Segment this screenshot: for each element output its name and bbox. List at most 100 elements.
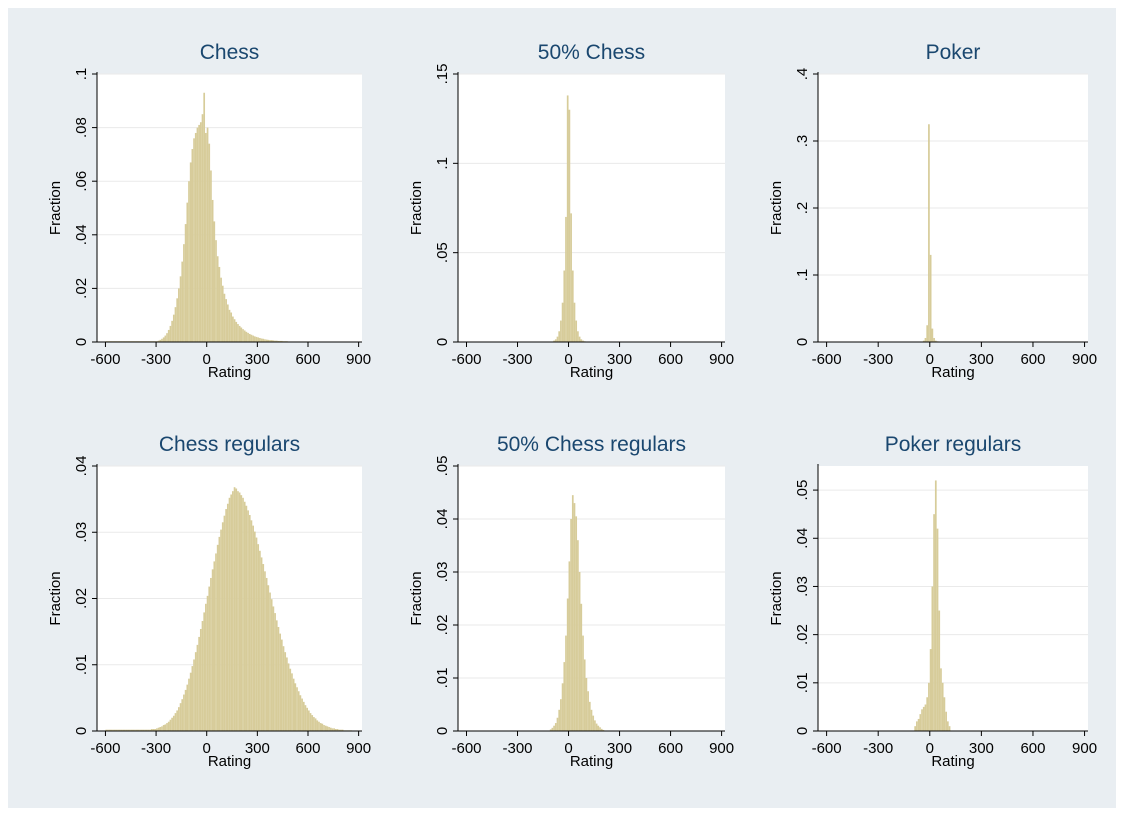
bar	[243, 330, 246, 342]
bar	[240, 327, 243, 342]
bar	[255, 537, 258, 731]
y-tick-label: .01	[73, 654, 90, 675]
bar	[292, 678, 295, 731]
x-tick-label: 900	[709, 351, 734, 368]
bar	[142, 729, 145, 731]
bar	[178, 707, 180, 731]
bar	[145, 729, 148, 731]
bar	[922, 706, 925, 731]
y-tick-label: .06	[73, 171, 90, 192]
bar	[253, 531, 256, 731]
bar	[226, 503, 229, 731]
bar	[269, 340, 271, 342]
bar	[926, 325, 929, 342]
bar	[194, 132, 197, 342]
bar	[296, 687, 298, 731]
bar	[188, 181, 190, 342]
bar	[577, 540, 579, 731]
bar	[558, 331, 561, 342]
x-tick-label: -300	[141, 351, 171, 368]
bar	[164, 724, 167, 732]
bar	[238, 325, 241, 342]
bar	[580, 339, 583, 342]
bar	[291, 673, 293, 731]
bar	[196, 644, 199, 732]
bar	[573, 503, 576, 731]
bar	[172, 715, 175, 731]
bar	[265, 339, 268, 342]
bar	[132, 729, 135, 731]
bar	[275, 620, 278, 731]
bar	[134, 729, 136, 731]
bar	[226, 304, 229, 342]
bar	[171, 320, 173, 342]
x-axis-title: Rating	[931, 364, 974, 381]
bar	[945, 711, 947, 731]
bar	[203, 612, 206, 731]
panel-title: Chess	[200, 41, 260, 64]
bar	[326, 726, 329, 731]
bar	[575, 516, 578, 731]
x-axis-title: Rating	[931, 753, 974, 770]
bar	[922, 340, 925, 342]
bar	[282, 646, 285, 731]
bar	[245, 331, 248, 342]
y-tick-label: .05	[434, 456, 451, 477]
bar	[916, 721, 918, 731]
bar	[179, 276, 182, 342]
y-tick-label: .04	[73, 224, 90, 245]
bar	[554, 339, 557, 342]
bar	[948, 726, 951, 731]
bar	[247, 332, 249, 342]
bar	[201, 114, 204, 342]
bar	[135, 729, 138, 731]
bar	[225, 299, 227, 342]
bar	[914, 726, 917, 731]
y-tick-label: .03	[794, 576, 811, 597]
bar	[302, 701, 305, 731]
bar	[260, 557, 263, 731]
bar	[130, 729, 133, 731]
bar	[575, 320, 578, 342]
bar	[333, 728, 335, 731]
bar	[563, 662, 566, 731]
y-tick-label: .03	[434, 562, 451, 583]
bar	[193, 138, 195, 342]
bar	[174, 713, 177, 731]
bar	[125, 729, 128, 731]
y-tick-label: 0	[73, 727, 90, 735]
x-tick-label: -600	[90, 740, 120, 757]
panel-title: 50% Chess	[538, 41, 645, 64]
bar	[577, 331, 579, 342]
bar	[580, 603, 583, 731]
bar	[279, 340, 281, 342]
chart-panel-3: 0 .1 .2 .3 .4 -600 -300 0 300 600 900 Rating Fractio…	[768, 41, 1097, 381]
bar	[259, 337, 261, 342]
bar	[334, 729, 337, 731]
bar	[230, 494, 233, 731]
bar	[558, 709, 561, 731]
bar	[223, 293, 226, 342]
chart-panel-2: 0 .05 .1 .15 -600 -300 0 300 600 900 Rating Fractio…	[408, 41, 734, 381]
bar	[568, 561, 571, 731]
chart-panel-6: 0 .01 .02 .03 .04 .05 -600 -300 0 300 600 900 Rating…	[768, 433, 1097, 770]
bar	[264, 339, 266, 342]
bars	[105, 92, 352, 343]
bar	[220, 529, 222, 731]
bar	[319, 723, 322, 731]
bar	[570, 213, 572, 342]
x-tick-label: -600	[90, 351, 120, 368]
bar	[259, 550, 261, 731]
y-tick-label: .15	[434, 64, 451, 85]
bar	[551, 727, 554, 731]
x-tick-label: 0	[564, 351, 572, 368]
bar	[205, 132, 207, 342]
y-tick-label: .04	[434, 509, 451, 530]
bar	[213, 561, 216, 731]
bar	[117, 729, 119, 731]
bar	[208, 143, 211, 342]
bar	[118, 729, 121, 731]
bar	[218, 266, 221, 342]
bar	[919, 714, 922, 731]
